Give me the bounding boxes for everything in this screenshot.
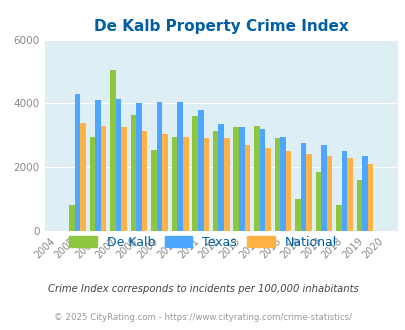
Bar xyxy=(218,124,224,231)
Bar xyxy=(315,172,320,231)
Bar xyxy=(177,102,183,231)
Bar xyxy=(183,137,188,231)
Bar xyxy=(115,99,121,231)
Bar xyxy=(156,102,162,231)
Bar xyxy=(356,180,361,231)
Bar xyxy=(110,70,115,231)
Bar xyxy=(203,139,209,231)
Bar xyxy=(259,129,264,231)
Bar xyxy=(264,148,270,231)
Bar xyxy=(95,100,100,231)
Bar xyxy=(305,154,311,231)
Bar xyxy=(80,122,85,231)
Bar xyxy=(142,130,147,231)
Bar xyxy=(198,110,203,231)
Title: De Kalb Property Crime Index: De Kalb Property Crime Index xyxy=(94,19,348,34)
Bar xyxy=(100,126,106,231)
Bar xyxy=(121,127,127,231)
Bar xyxy=(341,151,346,231)
Bar xyxy=(239,127,244,231)
Bar xyxy=(367,164,373,231)
Bar xyxy=(136,103,142,231)
Bar xyxy=(162,134,168,231)
Bar xyxy=(192,116,198,231)
Bar xyxy=(130,115,136,231)
Bar xyxy=(213,130,218,231)
Text: © 2025 CityRating.com - https://www.cityrating.com/crime-statistics/: © 2025 CityRating.com - https://www.city… xyxy=(54,313,351,322)
Bar xyxy=(171,137,177,231)
Bar xyxy=(326,156,331,231)
Bar xyxy=(244,145,249,231)
Text: Crime Index corresponds to incidents per 100,000 inhabitants: Crime Index corresponds to incidents per… xyxy=(47,284,358,294)
Bar xyxy=(151,150,156,231)
Bar xyxy=(335,206,341,231)
Legend: De Kalb, Texas, National: De Kalb, Texas, National xyxy=(65,232,340,253)
Bar xyxy=(233,127,239,231)
Bar xyxy=(361,156,367,231)
Bar xyxy=(75,94,80,231)
Bar xyxy=(294,199,300,231)
Bar xyxy=(90,137,95,231)
Bar xyxy=(224,139,229,231)
Bar xyxy=(300,143,305,231)
Bar xyxy=(285,151,290,231)
Bar xyxy=(320,145,326,231)
Bar xyxy=(279,137,285,231)
Bar xyxy=(346,158,352,231)
Bar xyxy=(254,126,259,231)
Bar xyxy=(274,139,279,231)
Bar xyxy=(69,206,75,231)
